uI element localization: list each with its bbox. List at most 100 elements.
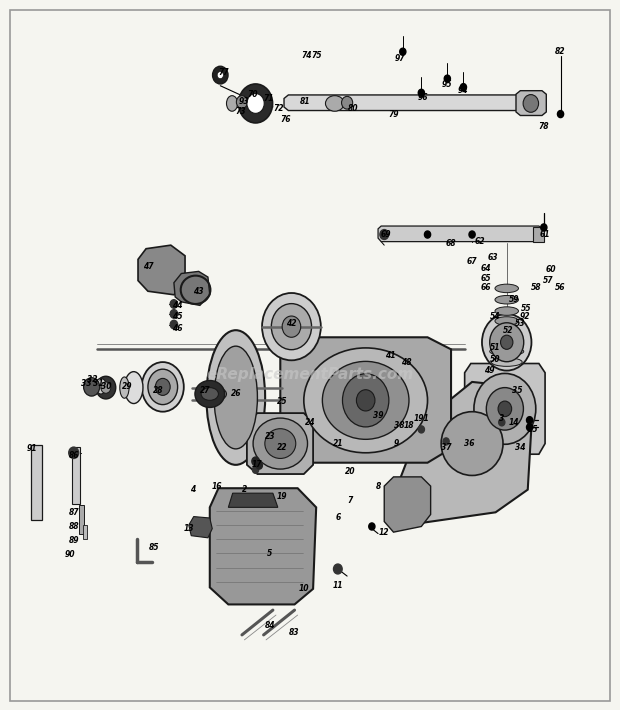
Ellipse shape	[490, 347, 524, 356]
Polygon shape	[284, 95, 534, 111]
Polygon shape	[280, 337, 451, 463]
Text: 39: 39	[373, 410, 383, 420]
Text: 23: 23	[265, 432, 275, 441]
Text: 20: 20	[345, 467, 355, 476]
Ellipse shape	[217, 72, 223, 79]
Text: 55: 55	[521, 305, 532, 313]
Text: 15: 15	[528, 425, 538, 434]
Ellipse shape	[142, 362, 184, 412]
Circle shape	[469, 231, 475, 238]
Text: 74: 74	[302, 50, 312, 60]
Ellipse shape	[326, 96, 344, 111]
Text: 54: 54	[490, 312, 501, 320]
Circle shape	[256, 462, 262, 469]
Text: 53: 53	[515, 319, 526, 327]
Bar	[533, 226, 544, 242]
Ellipse shape	[342, 373, 389, 427]
Ellipse shape	[195, 386, 226, 402]
Circle shape	[334, 564, 342, 574]
Text: 92: 92	[520, 312, 531, 320]
Text: 33: 33	[81, 379, 91, 388]
Text: 52: 52	[503, 326, 513, 334]
Ellipse shape	[96, 376, 116, 399]
Text: 77: 77	[218, 68, 229, 77]
Text: 10: 10	[299, 584, 309, 594]
Ellipse shape	[490, 323, 524, 361]
Ellipse shape	[265, 429, 296, 459]
Ellipse shape	[474, 373, 536, 444]
Text: 24: 24	[305, 417, 315, 427]
Text: 4: 4	[190, 485, 195, 494]
Polygon shape	[247, 413, 313, 474]
Text: 34: 34	[515, 442, 526, 452]
Text: 69: 69	[380, 230, 391, 239]
Text: 29: 29	[122, 383, 133, 391]
Ellipse shape	[148, 369, 177, 405]
Circle shape	[84, 378, 99, 395]
Circle shape	[380, 229, 389, 239]
Ellipse shape	[272, 304, 311, 350]
Ellipse shape	[125, 371, 143, 403]
Circle shape	[557, 111, 564, 118]
Ellipse shape	[120, 377, 129, 398]
Circle shape	[425, 231, 431, 238]
Circle shape	[526, 417, 533, 424]
Text: 44: 44	[172, 301, 182, 310]
Bar	[79, 506, 84, 534]
Text: 57: 57	[543, 276, 554, 285]
Ellipse shape	[201, 388, 218, 400]
Text: 26: 26	[231, 390, 241, 398]
Text: 76: 76	[280, 114, 291, 124]
Text: 51: 51	[490, 344, 501, 352]
Ellipse shape	[213, 66, 228, 84]
Polygon shape	[384, 477, 431, 532]
Ellipse shape	[495, 295, 518, 304]
Ellipse shape	[282, 316, 301, 337]
Text: 97: 97	[394, 54, 405, 63]
Ellipse shape	[239, 84, 273, 123]
Text: 42: 42	[286, 319, 297, 327]
Text: 17: 17	[252, 460, 263, 469]
Text: 78: 78	[539, 122, 549, 131]
Text: 35: 35	[512, 386, 523, 395]
Text: 45: 45	[172, 312, 182, 320]
Circle shape	[400, 48, 406, 55]
Text: 60: 60	[546, 266, 557, 275]
Text: 65: 65	[481, 274, 492, 283]
Text: 27: 27	[200, 386, 210, 395]
Text: 56: 56	[556, 283, 566, 293]
Text: 86: 86	[68, 451, 79, 460]
Polygon shape	[396, 382, 531, 527]
Text: 49: 49	[484, 366, 495, 375]
Ellipse shape	[495, 317, 518, 325]
Text: 36: 36	[464, 439, 475, 448]
Ellipse shape	[262, 293, 321, 360]
Ellipse shape	[441, 412, 503, 476]
Polygon shape	[228, 493, 278, 508]
Polygon shape	[516, 91, 546, 116]
Text: 41: 41	[385, 351, 396, 359]
Ellipse shape	[304, 348, 428, 453]
Circle shape	[498, 419, 505, 426]
Text: 70: 70	[248, 89, 259, 99]
Text: 46: 46	[172, 324, 182, 332]
Bar	[83, 525, 87, 539]
Text: 79: 79	[388, 109, 399, 119]
Circle shape	[526, 424, 533, 431]
Circle shape	[418, 426, 425, 433]
Ellipse shape	[523, 94, 539, 112]
Text: 30: 30	[100, 383, 111, 391]
Text: 66: 66	[481, 283, 492, 293]
Ellipse shape	[214, 346, 257, 449]
Text: 6: 6	[335, 513, 340, 523]
Text: 80: 80	[348, 104, 358, 113]
Circle shape	[252, 466, 259, 474]
Circle shape	[170, 300, 177, 308]
Ellipse shape	[356, 390, 375, 411]
Circle shape	[369, 523, 375, 530]
Ellipse shape	[206, 330, 265, 465]
Text: 61: 61	[540, 230, 551, 239]
Text: 48: 48	[401, 358, 411, 366]
Ellipse shape	[495, 307, 518, 315]
Ellipse shape	[101, 382, 111, 393]
